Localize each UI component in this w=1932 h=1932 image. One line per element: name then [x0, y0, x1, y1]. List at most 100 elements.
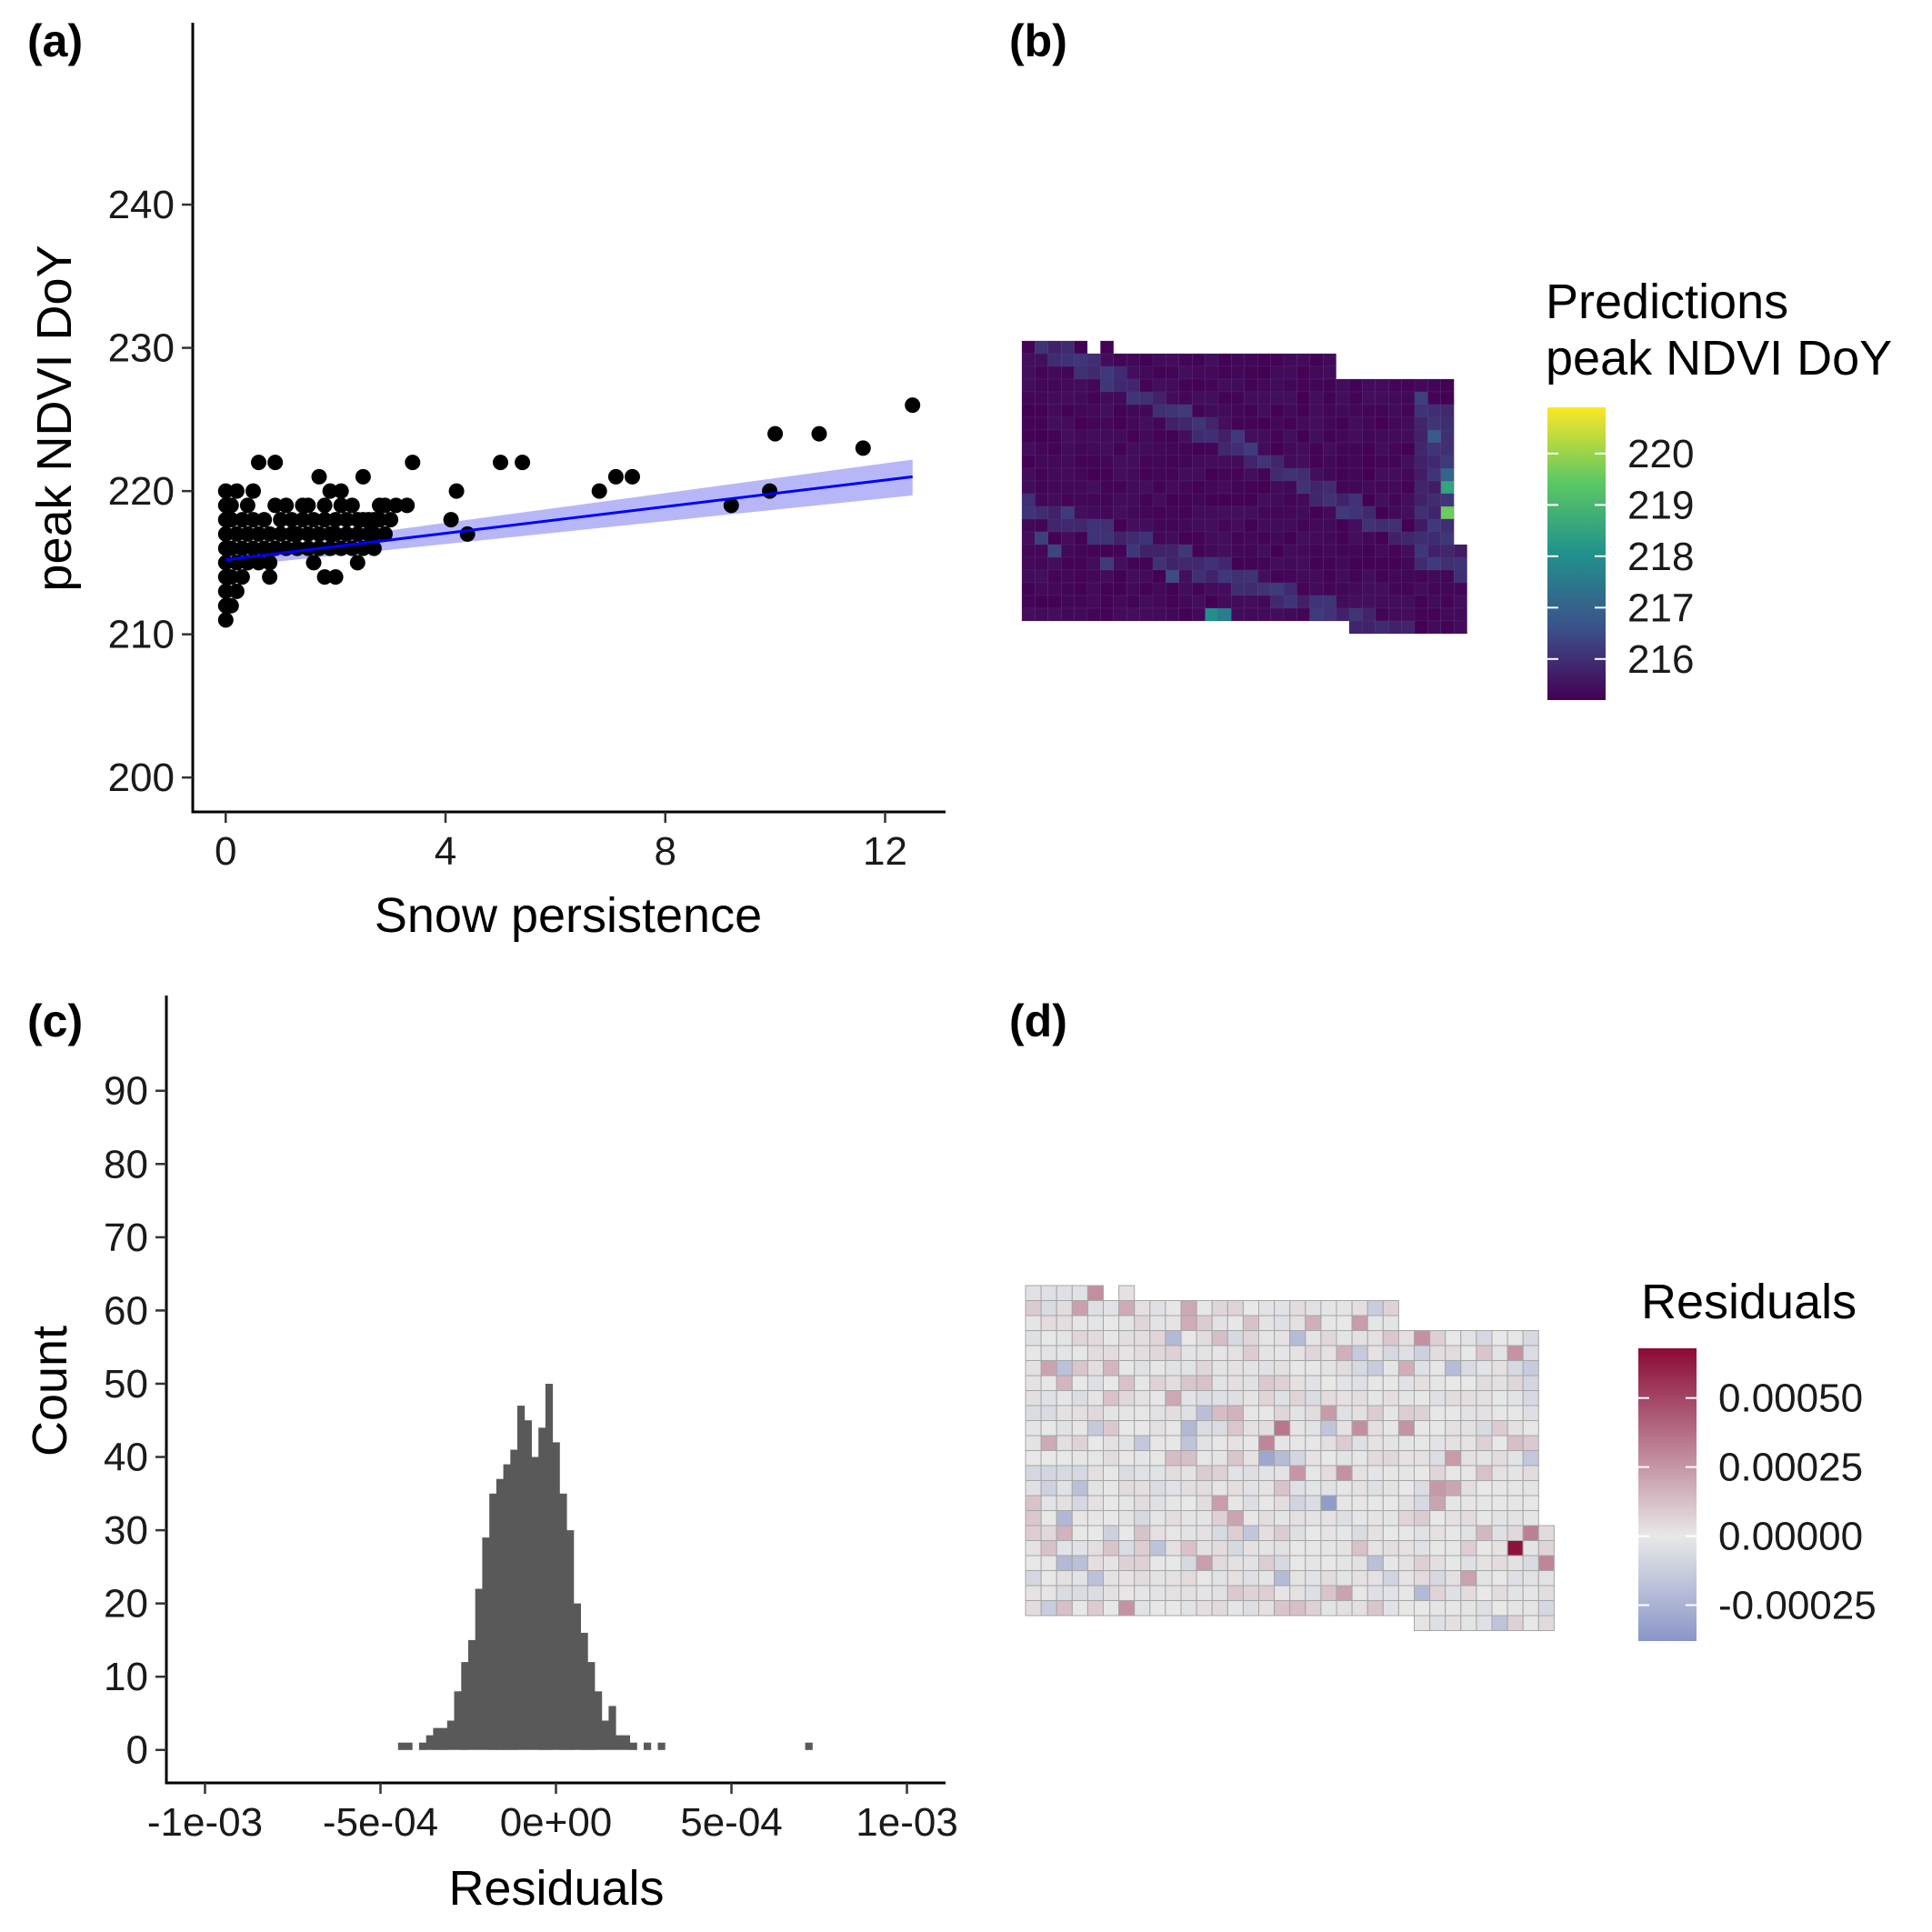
prediction-cell [1401, 531, 1416, 546]
residual-cell [1274, 1510, 1291, 1527]
prediction-cell [1296, 506, 1311, 520]
residual-cell [1103, 1525, 1120, 1541]
prediction-cell [1348, 506, 1363, 520]
prediction-cell [1074, 544, 1088, 558]
prediction-cell [1322, 556, 1336, 571]
residual-cell [1056, 1300, 1073, 1316]
residual-cell [1537, 1525, 1555, 1541]
residual-cell [1103, 1570, 1120, 1587]
prediction-cell [1309, 582, 1324, 596]
prediction-cell [1440, 518, 1455, 533]
prediction-cell [1256, 378, 1271, 393]
prediction-cell [1086, 556, 1101, 571]
residual-cell [1196, 1510, 1213, 1527]
prediction-cell [1427, 506, 1442, 520]
residual-cell [1226, 1390, 1244, 1406]
residual-cell [1476, 1495, 1493, 1511]
prediction-cell [1322, 493, 1336, 507]
prediction-cell [1021, 429, 1036, 444]
residual-cell [1336, 1420, 1353, 1436]
prediction-cell [1047, 569, 1062, 584]
prediction-cell [1100, 467, 1115, 482]
residual-cell [1086, 1435, 1105, 1451]
prediction-cell [1348, 556, 1363, 571]
prediction-cell [1074, 378, 1088, 393]
residual-cell [1429, 1420, 1446, 1436]
residual-cell [1382, 1435, 1399, 1451]
prediction-cell [1362, 544, 1376, 558]
residual-cell [1460, 1435, 1477, 1451]
y-tick-label: 10 [104, 1655, 148, 1699]
prediction-cell [1387, 595, 1402, 609]
residual-cell [1507, 1555, 1524, 1571]
prediction-cell [1217, 378, 1232, 393]
residual-cell [1226, 1570, 1244, 1587]
residual-cell [1149, 1495, 1166, 1511]
residual-cell [1289, 1390, 1306, 1406]
residual-cell [1165, 1525, 1182, 1541]
prediction-cell [1414, 391, 1428, 405]
prediction-cell [1021, 480, 1036, 495]
y-tick-label: 70 [104, 1216, 148, 1260]
residual-cell [1180, 1540, 1197, 1557]
residual-cell [1211, 1405, 1228, 1421]
residual-cell [1414, 1555, 1431, 1571]
residual-cell [1226, 1315, 1244, 1331]
data-point [262, 555, 278, 571]
residual-cell [1305, 1390, 1322, 1406]
residual-cell [1040, 1300, 1057, 1316]
prediction-cell [1336, 518, 1350, 533]
prediction-cell [1126, 569, 1140, 584]
prediction-cell [1047, 442, 1062, 456]
residual-cell [1040, 1330, 1057, 1346]
prediction-cell [1309, 493, 1324, 507]
prediction-cell [1427, 493, 1442, 507]
residual-cell [1086, 1390, 1105, 1406]
prediction-cell [1166, 353, 1180, 367]
prediction-cell [1100, 429, 1115, 444]
residual-cell [1382, 1420, 1399, 1436]
residual-cell [1134, 1450, 1151, 1467]
prediction-cell [1414, 544, 1428, 558]
residual-cell [1040, 1390, 1057, 1406]
residual-cell [1289, 1480, 1306, 1497]
residual-cell [1211, 1465, 1228, 1481]
prediction-cell [1139, 556, 1154, 571]
prediction-cell [1100, 480, 1115, 495]
residual-cell [1274, 1540, 1291, 1557]
residual-cell [1351, 1540, 1368, 1557]
prediction-cell [1440, 404, 1455, 418]
prediction-cell [1244, 607, 1258, 622]
residual-cell [1103, 1465, 1120, 1481]
prediction-cell [1074, 582, 1088, 596]
residual-cell [1103, 1420, 1120, 1436]
prediction-cell [1035, 607, 1049, 622]
residual-cell [1226, 1585, 1244, 1601]
prediction-cell [1309, 416, 1324, 431]
residual-cell [1305, 1315, 1322, 1331]
residual-cell [1445, 1435, 1462, 1451]
prediction-cell [1126, 429, 1140, 444]
y-tick-label: 220 [108, 469, 175, 514]
prediction-cell [1231, 582, 1246, 596]
prediction-cell [1166, 429, 1180, 444]
residual-cell [1382, 1540, 1399, 1557]
prediction-cell [1375, 429, 1389, 444]
residual-cell [1476, 1405, 1493, 1421]
residual-cell [1429, 1615, 1446, 1631]
residual-cell [1118, 1510, 1136, 1527]
prediction-cell [1336, 442, 1350, 456]
residual-cell [1537, 1540, 1555, 1557]
prediction-cell [1256, 365, 1271, 380]
residual-cell [1134, 1540, 1151, 1557]
prediction-cell [1427, 518, 1442, 533]
residual-cell [1242, 1480, 1260, 1497]
prediction-cell [1060, 518, 1075, 533]
data-point [284, 512, 300, 528]
data-point [372, 512, 387, 528]
residual-cell [1507, 1525, 1524, 1541]
residual-cell [1320, 1345, 1337, 1361]
prediction-cell [1256, 531, 1271, 546]
residual-cell [1429, 1495, 1446, 1511]
data-point [217, 583, 234, 599]
